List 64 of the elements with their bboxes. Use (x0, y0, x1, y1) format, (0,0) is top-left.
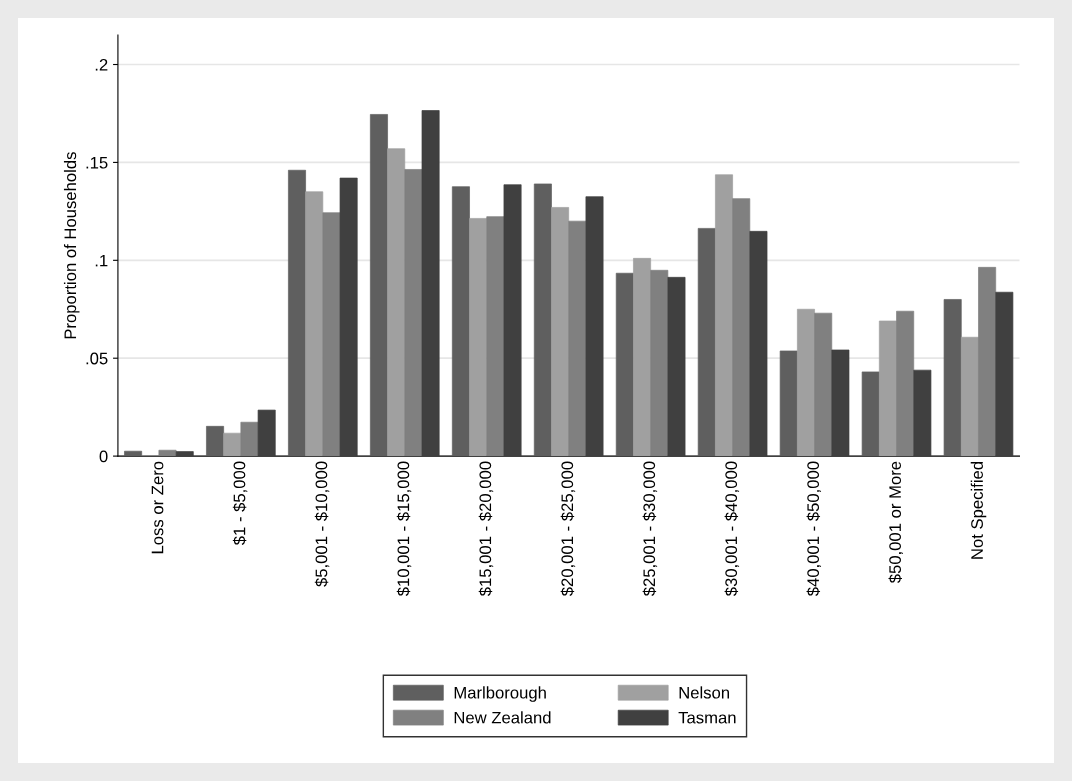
bar (223, 432, 242, 457)
bar (404, 169, 423, 457)
y-tick-label: 0 (99, 450, 108, 463)
bar (878, 320, 897, 457)
bar (257, 409, 276, 457)
bar (943, 299, 962, 457)
bar (861, 371, 880, 457)
bar (960, 336, 979, 457)
bar (421, 110, 440, 457)
bar (667, 276, 686, 457)
x-tick-label: $1 - $5,000 (232, 461, 248, 546)
bar (322, 212, 341, 457)
bar (585, 196, 604, 457)
bar (831, 349, 850, 457)
legend-label: New Zealand (454, 711, 551, 724)
bar (650, 269, 669, 457)
x-tick-label: Loss or Zero (151, 461, 164, 554)
bar (533, 183, 552, 457)
x-tick-label: $30,001 - $40,000 (724, 461, 740, 597)
bar (370, 114, 388, 457)
y-axis-title: Proportion of Households (63, 152, 80, 339)
legend-label: Nelson (679, 686, 729, 699)
bar (797, 308, 815, 457)
legend-label: Tasman (678, 711, 736, 724)
bar (175, 451, 194, 457)
bar (551, 207, 570, 457)
bar (486, 216, 505, 457)
x-tick-label: Not Specified (970, 462, 987, 559)
x-tick-label: $20,001 - $25,000 (560, 461, 576, 597)
bar (240, 421, 259, 457)
x-tick-label: $15,001 - $20,000 (478, 461, 494, 597)
bar (978, 267, 997, 457)
bar (339, 177, 358, 457)
y-tick-label: .05 (86, 352, 108, 365)
x-tick-label: $40,001 - $50,000 (806, 461, 822, 597)
bar (206, 425, 224, 457)
y-tick-label: .1 (95, 254, 108, 267)
y-tick-label: .15 (86, 156, 108, 169)
bar (503, 184, 522, 457)
bar (779, 350, 798, 457)
bar (469, 218, 488, 457)
bar (749, 230, 768, 457)
bar (896, 310, 915, 457)
x-tick-label: $5,001 - $10,000 (314, 461, 330, 587)
bar (451, 186, 470, 457)
bar (715, 174, 733, 457)
bar (387, 148, 406, 457)
bar (995, 291, 1014, 457)
bar (615, 272, 634, 457)
bar (633, 258, 652, 457)
bar (158, 449, 177, 457)
bar (913, 369, 932, 457)
bar (814, 312, 833, 457)
y-tick-label: .2 (95, 58, 108, 71)
x-tick-label: $25,001 - $30,000 (642, 461, 658, 597)
bar (732, 198, 751, 457)
bar (124, 450, 143, 457)
x-tick-label: $50,001 or More (888, 461, 903, 584)
legend-label: Marlborough (454, 686, 546, 702)
x-tick-label: $10,001 - $15,000 (396, 461, 412, 597)
bar (288, 169, 306, 457)
bar (697, 228, 716, 457)
bar (568, 220, 587, 457)
bar (305, 191, 324, 457)
